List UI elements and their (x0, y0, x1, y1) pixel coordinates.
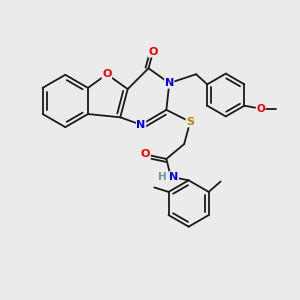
Text: O: O (141, 149, 150, 160)
Text: S: S (186, 117, 194, 127)
Text: N: N (136, 120, 146, 130)
Text: H: H (158, 172, 167, 182)
Text: O: O (256, 104, 265, 114)
Text: O: O (148, 47, 158, 57)
Text: N: N (165, 78, 174, 88)
Text: N: N (169, 172, 178, 182)
Text: O: O (102, 69, 112, 79)
